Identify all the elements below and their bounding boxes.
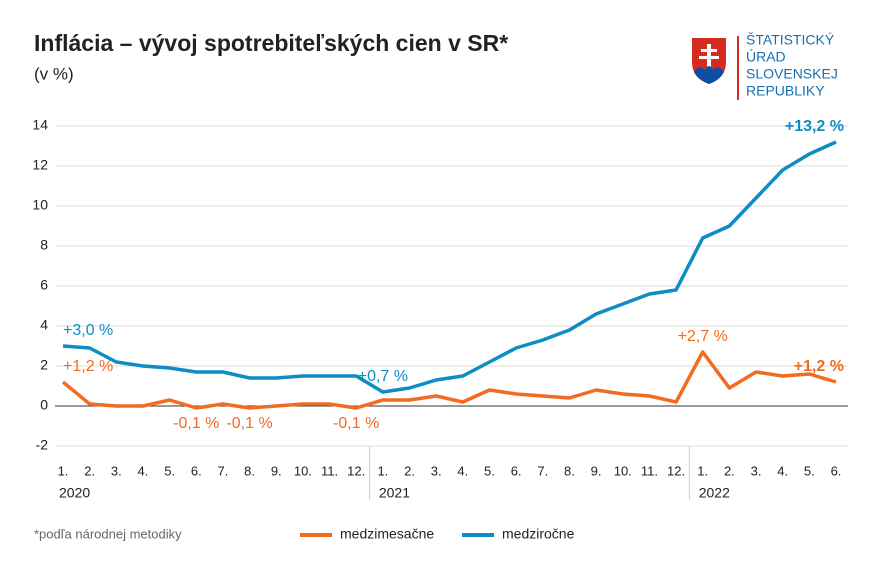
x-tick-label: 2. <box>404 463 415 478</box>
series-line <box>61 350 837 410</box>
y-tick-label: 2 <box>40 357 48 373</box>
value-label: +1,2 % <box>794 358 844 375</box>
x-tick-label: 11. <box>641 463 658 478</box>
y-tick-label: 6 <box>40 277 48 293</box>
chart-subtitle: (v %) <box>34 64 74 83</box>
x-tick-label: 10. <box>614 463 632 478</box>
value-label: +0,7 % <box>358 368 408 385</box>
y-tick-label: 0 <box>40 397 48 413</box>
logo-cross <box>699 44 719 67</box>
x-tick-label: 6. <box>191 463 202 478</box>
value-label: -0,1 % <box>173 415 219 432</box>
value-label: +1,2 % <box>63 358 113 375</box>
x-tick-label: 8. <box>244 463 255 478</box>
value-label: +3,0 % <box>63 322 113 339</box>
x-tick-label: 9. <box>271 463 282 478</box>
x-tick-label: 5. <box>804 463 815 478</box>
logo-text: ŠTATISTICKÝ <box>746 32 835 48</box>
value-label: -0,1 % <box>226 415 272 432</box>
y-tick-label: 4 <box>40 317 48 333</box>
x-tick-label: 1. <box>697 463 708 478</box>
year-label: 2021 <box>379 485 410 501</box>
x-tick-label: 4. <box>777 463 788 478</box>
logo <box>692 36 739 100</box>
y-tick-label: 12 <box>32 157 48 173</box>
value-label: +13,2 % <box>785 118 844 135</box>
x-tick-label: 3. <box>111 463 122 478</box>
logo-text: REPUBLIKY <box>746 83 825 99</box>
y-tick-label: 10 <box>32 197 48 213</box>
x-tick-label: 5. <box>164 463 175 478</box>
x-tick-label: 4. <box>138 463 149 478</box>
legend-label: medzimesačne <box>340 526 434 542</box>
y-tick-label: 8 <box>40 237 48 253</box>
logo-text: SLOVENSKEJ <box>746 66 838 82</box>
x-tick-label: 2. <box>84 463 95 478</box>
x-tick-label: 12. <box>347 463 365 478</box>
x-tick-label: 8. <box>564 463 575 478</box>
logo-text: ÚRAD <box>746 49 786 65</box>
x-tick-label: 6. <box>831 463 842 478</box>
y-tick-label: 14 <box>32 117 48 133</box>
x-tick-label: 9. <box>591 463 602 478</box>
x-tick-label: 3. <box>431 463 442 478</box>
x-tick-label: 11. <box>321 463 338 478</box>
x-tick-label: 1. <box>58 463 69 478</box>
chart-title: Inflácia – vývoj spotrebiteľských cien v… <box>34 30 508 56</box>
legend-label: medziročne <box>502 526 575 542</box>
x-tick-label: 7. <box>537 463 548 478</box>
x-tick-label: 2. <box>724 463 735 478</box>
x-tick-label: 10. <box>294 463 312 478</box>
x-tick-label: 5. <box>484 463 495 478</box>
x-tick-label: 3. <box>751 463 762 478</box>
logo-hills <box>694 66 724 84</box>
x-tick-label: 4. <box>457 463 468 478</box>
y-tick-label: -2 <box>36 437 49 453</box>
x-tick-label: 1. <box>377 463 388 478</box>
x-tick-label: 6. <box>511 463 522 478</box>
x-tick-label: 12. <box>667 463 685 478</box>
series-line <box>62 140 837 394</box>
footnote: *podľa národnej metodiky <box>34 526 182 541</box>
year-label: 2020 <box>59 485 90 501</box>
value-label: -0,1 % <box>333 415 379 432</box>
value-label: +2,7 % <box>678 328 728 345</box>
year-label: 2022 <box>699 485 730 501</box>
x-tick-label: 7. <box>218 463 229 478</box>
